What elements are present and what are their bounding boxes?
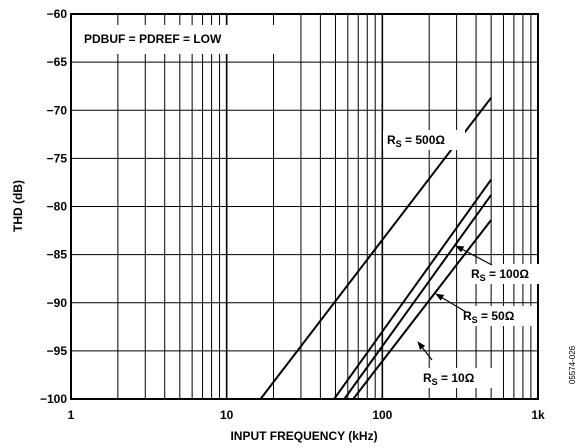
condition-box [75, 25, 282, 54]
x-tick-label: 10 [220, 408, 234, 422]
figure-code: 05574-026 [568, 345, 577, 384]
y-tick-label: −65 [47, 55, 68, 69]
series-line-2 [343, 194, 492, 400]
x-tick-label: 100 [372, 408, 392, 422]
label-bg-100 [468, 264, 550, 284]
label-bg-10 [420, 368, 496, 388]
y-tick-label: −70 [47, 103, 68, 117]
series-label-10: RS = 10Ω [423, 371, 475, 387]
y-tick-label: −90 [47, 296, 68, 310]
label-bg-500 [383, 130, 465, 150]
x-axis-title: INPUT FREQUENCY (kHz) [230, 429, 377, 443]
series-label-50: RS = 50Ω [463, 309, 515, 325]
series-line-3 [352, 219, 492, 400]
series-label-100: RS = 100Ω [471, 267, 529, 283]
y-tick-labels: −60 −65 −70 −75 −80 −85 −90 −95 −100 [40, 7, 67, 406]
arrow-50 [435, 293, 467, 313]
series-label-500: RS = 500Ω [387, 133, 445, 149]
y-tick-label: −75 [47, 151, 68, 165]
x-tick-label: 1k [531, 408, 545, 422]
plot-frame [70, 13, 539, 400]
arrow-100 [455, 245, 493, 266]
y-tick-label: −60 [47, 7, 68, 21]
series-lines [259, 97, 492, 400]
x-tick-label: 1 [68, 408, 75, 422]
y-tick-label: −80 [47, 200, 68, 214]
label-bg-50 [459, 306, 535, 326]
x-tick-labels: 1 10 100 1k [68, 408, 545, 422]
series-line-1 [333, 178, 492, 400]
y-tick-label: −85 [47, 248, 68, 262]
arrow-10 [417, 341, 433, 361]
y-axis-title: THD (dB) [11, 180, 25, 232]
y-tick-label: −100 [40, 392, 67, 406]
y-tick-label: −95 [47, 344, 68, 358]
grid-lines [71, 14, 538, 399]
condition-label: PDBUF = PDREF = LOW [84, 32, 222, 46]
